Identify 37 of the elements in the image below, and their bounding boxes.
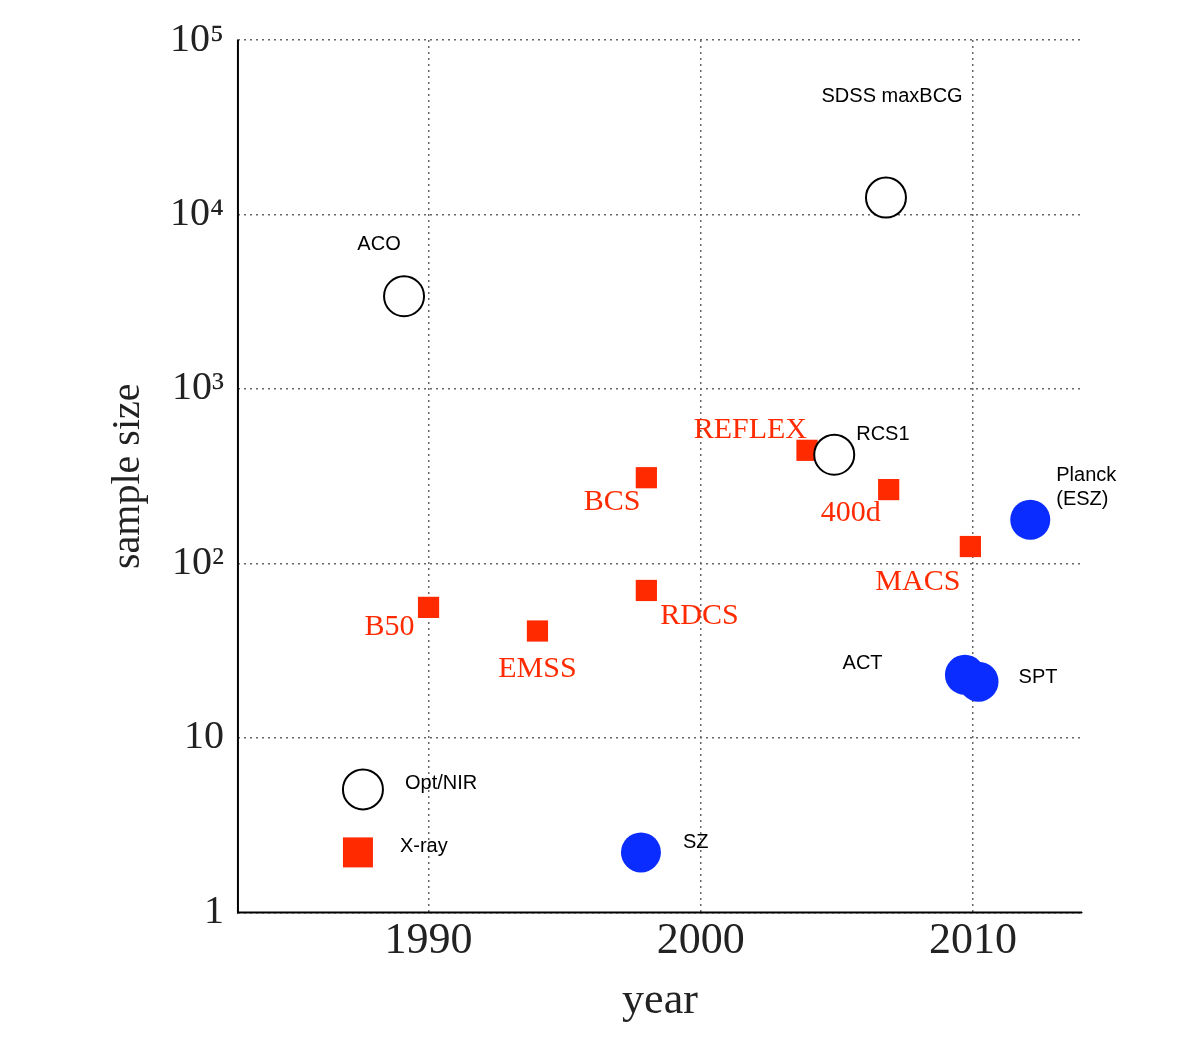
x-tick-label: 2010 — [929, 914, 1018, 964]
y-axis-title: sample size — [102, 383, 148, 569]
x-tick-label: 2000 — [656, 914, 745, 964]
y-tick-label: 10² — [171, 537, 224, 583]
legend-label: X-ray — [399, 833, 448, 856]
y-tick-label: 1 — [203, 886, 224, 932]
annotation: ACT — [842, 651, 883, 674]
point — [635, 467, 657, 489]
point — [1010, 499, 1051, 540]
y-tick-label: 10⁵ — [169, 14, 224, 60]
y-tick-label: 10³ — [171, 363, 224, 409]
annotation: 400d — [820, 494, 881, 528]
annotation: SPT — [1018, 665, 1058, 688]
annotation: SDSS maxBCG — [821, 84, 963, 107]
point — [813, 433, 856, 476]
annotation: REFLEX — [693, 411, 808, 445]
legend-label: Opt/NIR — [404, 770, 478, 793]
annotation: BCS — [583, 482, 641, 516]
y-tick-label: 10 — [183, 712, 224, 758]
point — [635, 579, 657, 602]
annotation: B50 — [364, 608, 415, 642]
point — [878, 478, 900, 501]
annotation: ACO — [357, 231, 401, 254]
annotation: MACS — [875, 563, 961, 597]
legend-label: SZ — [682, 829, 709, 852]
point — [959, 535, 981, 558]
annotation: EMSS — [498, 649, 577, 683]
annotation: RDCS — [660, 597, 739, 631]
point — [417, 596, 440, 618]
point — [383, 275, 426, 318]
point — [864, 176, 907, 219]
x-tick-label: 1990 — [384, 914, 473, 964]
x-axis-title: year — [622, 974, 699, 1024]
point — [526, 620, 549, 642]
y-tick-label: 10⁴ — [169, 188, 224, 234]
annotation: Planck (ESZ) — [1056, 463, 1118, 510]
annotation: RCS1 — [856, 422, 910, 445]
